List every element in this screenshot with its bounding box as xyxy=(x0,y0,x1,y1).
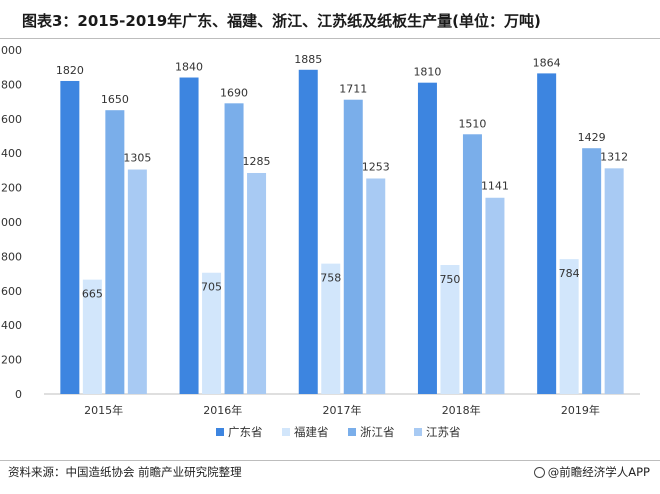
data-label: 1840 xyxy=(175,61,203,74)
bar xyxy=(247,172,267,394)
data-label: 1141 xyxy=(481,180,509,193)
data-label: 1690 xyxy=(220,86,248,99)
y-tick-label: 1600 xyxy=(0,113,22,126)
bar xyxy=(224,103,244,394)
data-label: 1285 xyxy=(243,155,271,168)
data-label: 750 xyxy=(439,273,460,286)
bar xyxy=(179,77,199,394)
x-tick-label: 2018年 xyxy=(442,403,481,417)
bar xyxy=(462,134,482,394)
y-tick-label: 800 xyxy=(1,250,22,263)
y-tick-label: 1000 xyxy=(0,216,22,229)
brand-label: @前瞻经济学人APP xyxy=(533,464,650,480)
data-label: 758 xyxy=(320,272,341,285)
bar xyxy=(604,168,624,394)
bar xyxy=(559,259,579,394)
y-tick-label: 600 xyxy=(1,285,22,298)
x-tick-label: 2017年 xyxy=(323,403,362,417)
data-label: 1312 xyxy=(600,150,628,163)
legend-label: 广东省 xyxy=(228,425,263,439)
x-tick-label: 2016年 xyxy=(203,403,242,417)
bar xyxy=(127,169,147,394)
y-tick-label: 200 xyxy=(1,354,22,367)
legend-label: 江苏省 xyxy=(426,425,461,439)
bar-chart: 0 200 400 600 800 1000 1200 1400 1600 1800 2000 182… xyxy=(0,44,640,439)
footer-bar xyxy=(0,460,660,494)
brand-logo-icon xyxy=(533,467,545,478)
y-tick-label: 1800 xyxy=(0,78,22,91)
bar xyxy=(298,69,318,394)
x-tick-label: 2019年 xyxy=(561,403,600,417)
data-label: 1864 xyxy=(533,56,561,69)
data-label: 1885 xyxy=(294,53,322,66)
bar xyxy=(366,178,386,394)
legend-swatch xyxy=(216,428,224,436)
data-label: 784 xyxy=(559,267,580,280)
x-tick-label: 2015年 xyxy=(84,403,123,417)
data-label: 665 xyxy=(82,288,103,301)
bar xyxy=(440,265,460,394)
data-label: 1305 xyxy=(123,152,151,165)
legend-swatch xyxy=(282,428,290,436)
legend-swatch xyxy=(348,428,356,436)
y-tick-label: 2000 xyxy=(0,44,22,57)
chart-title: 图表3：2015-2019年广东、福建、浙江、江苏纸及纸板生产量(单位：万吨) xyxy=(22,12,541,30)
brand-text: @前瞻经济学人APP xyxy=(547,465,650,479)
data-label: 705 xyxy=(201,281,222,294)
data-label: 1510 xyxy=(458,117,486,130)
bar xyxy=(485,197,505,394)
bar xyxy=(417,82,437,395)
data-label: 1711 xyxy=(339,83,367,96)
data-label: 1429 xyxy=(578,131,606,144)
bar xyxy=(582,148,602,394)
y-tick-label: 1200 xyxy=(0,182,22,195)
bar xyxy=(321,263,341,394)
legend-label: 浙江省 xyxy=(360,425,395,439)
data-label: 1820 xyxy=(56,64,84,77)
bar xyxy=(202,272,222,394)
data-label: 1810 xyxy=(413,66,441,79)
legend-label: 福建省 xyxy=(294,425,329,439)
bar xyxy=(82,279,102,394)
title-bar xyxy=(0,0,660,39)
data-label: 1650 xyxy=(101,93,129,106)
y-tick-label: 1400 xyxy=(0,147,22,160)
bar xyxy=(343,99,363,394)
bar xyxy=(537,73,557,394)
y-tick-label: 0 xyxy=(15,388,22,401)
source-note: 资料来源：中国造纸协会 前瞻产业研究院整理 xyxy=(8,465,242,479)
y-tick-label: 400 xyxy=(1,319,22,332)
bar xyxy=(105,110,125,394)
data-label: 1253 xyxy=(362,160,390,173)
bar xyxy=(60,80,80,395)
legend-swatch xyxy=(414,428,422,436)
